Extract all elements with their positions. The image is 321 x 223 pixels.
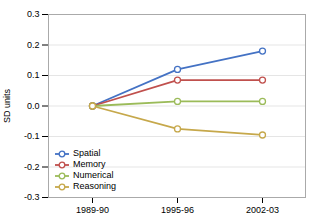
- html-text:Reasoning: Reasoning: [73, 181, 116, 191]
- svg-text:0.2: 0.2: [27, 40, 40, 50]
- svg-text:-0.3: -0.3: [24, 192, 40, 202]
- svg-text:-0.1: -0.1: [24, 131, 40, 141]
- svg-text:-0.2: -0.2: [24, 162, 40, 172]
- html-text:Memory: Memory: [73, 159, 106, 169]
- svg-text:1995-96: 1995-96: [161, 205, 194, 215]
- svg-text:SD units: SD units: [2, 88, 12, 123]
- svg-text:0.1: 0.1: [27, 70, 40, 80]
- svg-text:2002-03: 2002-03: [246, 205, 279, 215]
- svg-text:0.3: 0.3: [27, 9, 40, 19]
- html-text:Numerical: Numerical: [73, 170, 114, 180]
- svg-text:1989-90: 1989-90: [76, 205, 109, 215]
- html-text:Spatial: Spatial: [73, 148, 101, 158]
- svg-text:0.0: 0.0: [27, 101, 40, 111]
